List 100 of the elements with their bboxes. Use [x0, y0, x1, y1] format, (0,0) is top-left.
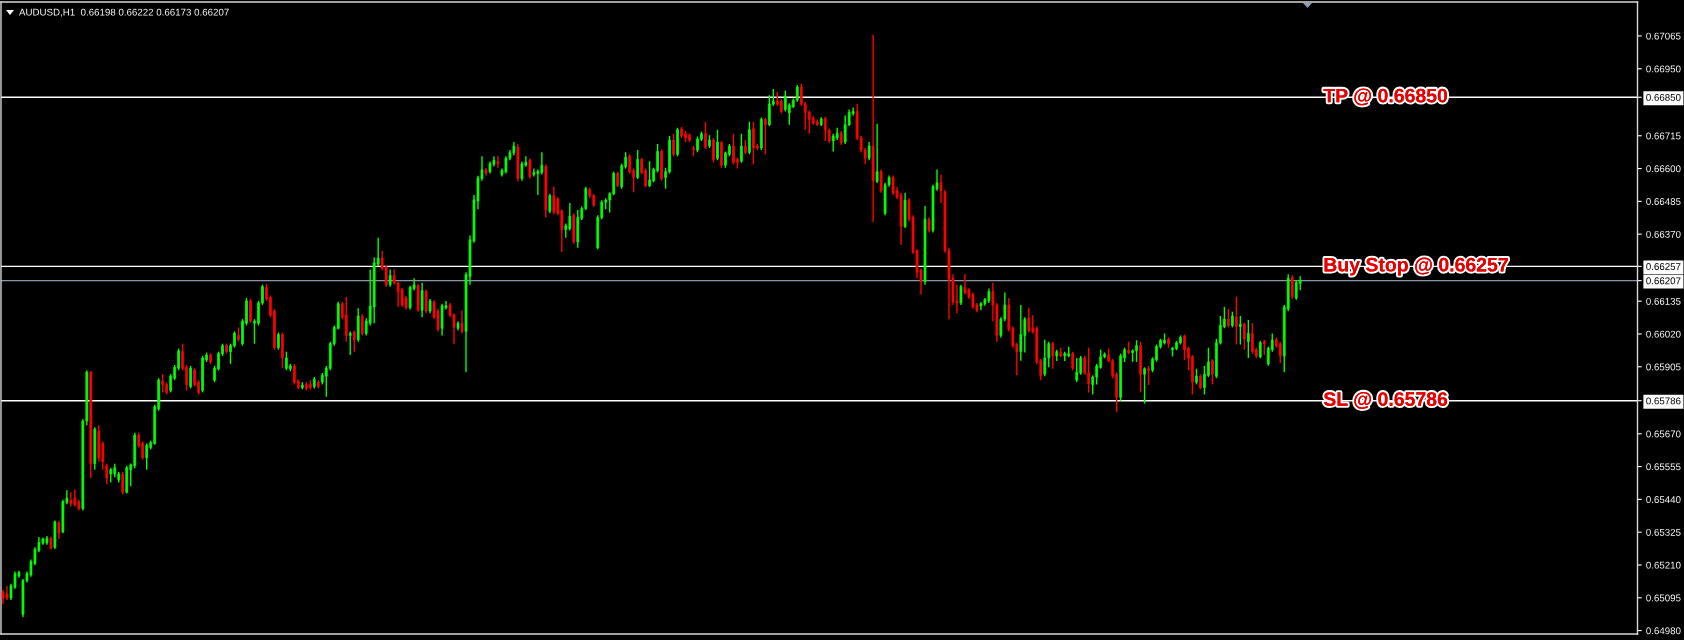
- candlestick: [676, 127, 679, 157]
- candlestick: [1242, 321, 1246, 351]
- y-tick-label: 0.65440: [1646, 496, 1681, 503]
- candlestick: [684, 130, 687, 143]
- candlestick: [891, 174, 895, 196]
- y-tick-label: 0.65210: [1646, 561, 1681, 569]
- candlestick: [528, 157, 532, 180]
- candlestick: [783, 89, 787, 113]
- candlestick: [121, 471, 125, 495]
- candlestick: [1071, 350, 1075, 371]
- candlestick: [460, 309, 464, 335]
- candlestick: [1199, 373, 1202, 390]
- candlestick: [692, 145, 695, 157]
- candlestick: [1290, 274, 1294, 300]
- y-tick-label: 0.65670: [1646, 430, 1681, 438]
- candlestick: [779, 98, 783, 115]
- candlestick: [1211, 358, 1214, 386]
- y-tick-label: 0.65095: [1646, 594, 1681, 602]
- candlestick: [552, 186, 556, 215]
- candlestick: [1147, 365, 1150, 386]
- candlestick: [740, 133, 743, 164]
- y-tick-label: 0.65555: [1646, 463, 1681, 471]
- candlestick: [360, 313, 364, 337]
- candlestick: [768, 94, 771, 127]
- candlestick: [704, 121, 707, 150]
- candlestick: [249, 298, 252, 324]
- candlestick: [1246, 319, 1250, 359]
- candlestick: [1235, 296, 1238, 346]
- candlestick: [1127, 340, 1130, 355]
- y-tick-label: 0.66600: [1646, 165, 1681, 173]
- candlestick: [752, 121, 755, 165]
- candlestick: [1231, 311, 1234, 329]
- y-tick-label: 0.66485: [1646, 198, 1681, 205]
- candlestick: [293, 363, 296, 386]
- candlestick: [1294, 279, 1298, 301]
- candlestick: [1027, 307, 1031, 333]
- candlestick: [1131, 348, 1134, 363]
- candlestick: [1135, 339, 1138, 363]
- candlestick: [708, 134, 711, 149]
- candlestick: [672, 133, 675, 157]
- candlestick: [668, 135, 671, 175]
- candlestick: [1179, 334, 1182, 346]
- candlestick: [277, 331, 280, 351]
- candlestick: [843, 114, 847, 145]
- candlestick: [1250, 322, 1254, 355]
- candlestick: [760, 116, 763, 151]
- candlestick: [1171, 346, 1174, 358]
- candlestick: [344, 296, 348, 343]
- candlestick: [1167, 336, 1170, 349]
- candlestick: [1183, 333, 1186, 361]
- candlestick: [233, 330, 236, 349]
- candlestick: [748, 121, 751, 155]
- candlestick: [285, 350, 288, 371]
- candlestick: [1163, 332, 1166, 346]
- y-tick-label: 0.66850: [1646, 93, 1681, 101]
- candlestick: [145, 442, 149, 471]
- y-tick-label: 0.66715: [1646, 132, 1681, 140]
- candlestick: [312, 376, 316, 390]
- candlestick: [305, 381, 308, 392]
- candlestick: [356, 307, 360, 343]
- candlestick: [1239, 315, 1242, 346]
- candlestick: [716, 129, 719, 161]
- candlestick: [105, 463, 109, 485]
- candlestick: [660, 148, 663, 182]
- y-tick-label: 0.65786: [1646, 397, 1681, 405]
- candlestick: [1278, 340, 1282, 364]
- candlestick: [73, 488, 77, 508]
- candlestick: [301, 381, 304, 390]
- candlestick: [225, 342, 228, 355]
- candlestick: [69, 491, 73, 508]
- candlestick: [165, 381, 168, 396]
- candlestick: [520, 160, 524, 182]
- candlestick: [1119, 352, 1122, 402]
- candlestick: [1043, 338, 1047, 377]
- candlestick: [696, 135, 699, 153]
- candlestick: [1087, 346, 1091, 394]
- candlestick: [875, 123, 879, 184]
- candlestick: [1019, 304, 1023, 362]
- candlestick: [680, 126, 683, 139]
- y-tick-label: 0.66135: [1646, 297, 1681, 305]
- candlestick: [1075, 357, 1079, 383]
- candlestick: [308, 379, 312, 391]
- candlestick: [1051, 340, 1055, 370]
- candlestick: [879, 168, 883, 194]
- candlestick: [823, 115, 827, 142]
- text: AUDUSD,H1 0.66198 0.66222 0.66173 0.66207: [19, 8, 229, 17]
- candlestick: [1143, 366, 1146, 405]
- candlestick: [1139, 340, 1142, 394]
- candlestick: [1195, 368, 1198, 386]
- candlestick: [440, 303, 444, 337]
- candlestick: [348, 330, 352, 356]
- candlestick: [420, 281, 424, 318]
- candlestick: [688, 132, 691, 143]
- y-tick-label: 0.66257: [1646, 263, 1681, 270]
- y-tick-label: 0.66950: [1646, 65, 1681, 73]
- candlestick: [189, 365, 192, 390]
- y-tick-label: 0.66020: [1646, 330, 1681, 338]
- candlestick: [1175, 340, 1178, 351]
- candlestick: [496, 155, 500, 169]
- candlestick: [237, 326, 240, 343]
